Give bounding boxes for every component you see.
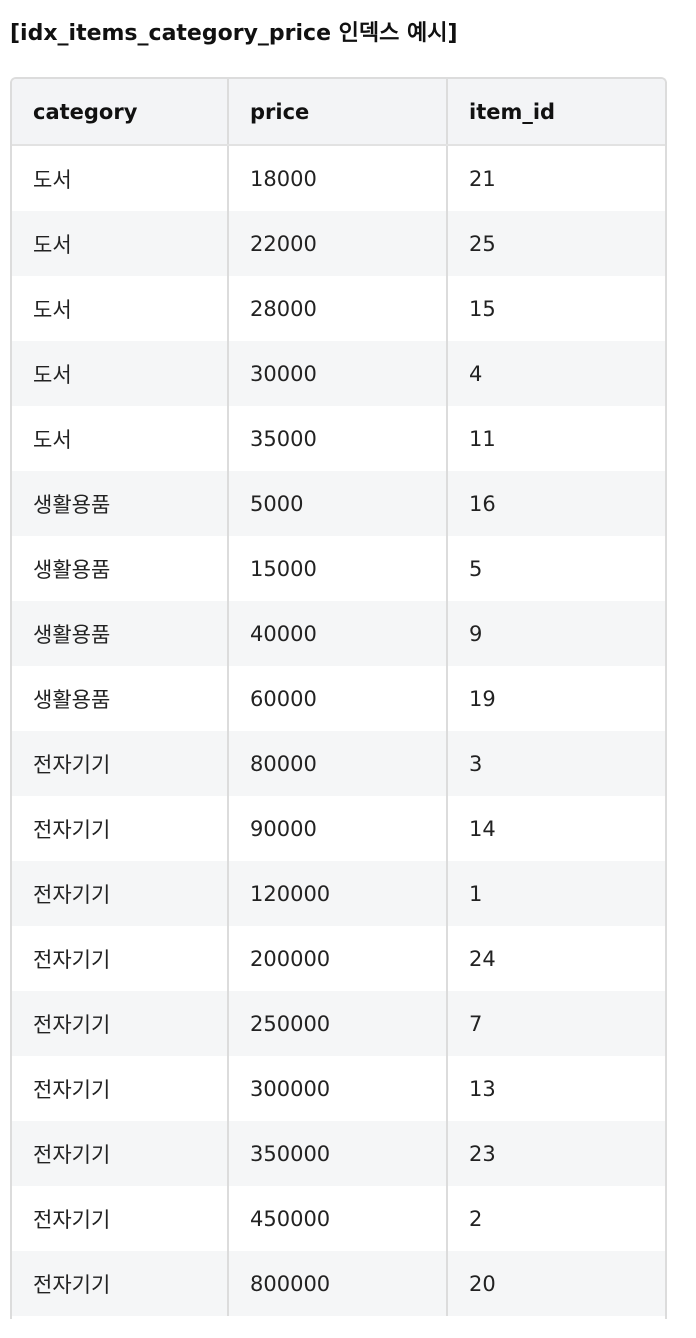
- item-id-cell: 9: [446, 601, 665, 666]
- index-table-container: category price item_id 도서 18000 21 도서 22000 2…: [10, 77, 667, 1319]
- price-cell: 18000: [227, 145, 447, 211]
- table-row: 도서 28000 15: [12, 276, 665, 341]
- category-cell: 생활용품: [12, 601, 228, 666]
- price-cell: 22000: [227, 211, 447, 276]
- price-cell: 35000: [227, 406, 447, 471]
- table-row: 전자기기 450000 2: [12, 1186, 665, 1251]
- price-cell: 80000: [227, 731, 447, 796]
- item-id-cell: 16: [446, 471, 665, 536]
- table-row: 생활용품 60000 19: [12, 666, 665, 731]
- category-cell: 전자기기: [12, 926, 228, 991]
- item-id-cell: 24: [446, 926, 665, 991]
- column-header-category: category: [12, 79, 228, 146]
- table-row: 전자기기 350000 23: [12, 1121, 665, 1186]
- price-cell: 350000: [227, 1121, 447, 1186]
- price-cell: 250000: [227, 991, 447, 1056]
- table-row: 도서 18000 21: [12, 145, 665, 211]
- table-row: 생활용품 40000 9: [12, 601, 665, 666]
- item-id-cell: 4: [446, 341, 665, 406]
- table-row: 도서 30000 4: [12, 341, 665, 406]
- category-cell: 전자기기: [12, 991, 228, 1056]
- table-row: 전자기기 90000 14: [12, 796, 665, 861]
- item-id-cell: 15: [446, 276, 665, 341]
- table-row: 생활용품 5000 16: [12, 471, 665, 536]
- price-cell: 300000: [227, 1056, 447, 1121]
- item-id-cell: 14: [446, 796, 665, 861]
- category-cell: 전자기기: [12, 796, 228, 861]
- item-id-cell: 21: [446, 145, 665, 211]
- table-body: 도서 18000 21 도서 22000 25 도서 28000 15 도서 30000 4 도서 350…: [12, 145, 665, 1316]
- category-cell: 생활용품: [12, 666, 228, 731]
- category-cell: 전자기기: [12, 731, 228, 796]
- item-id-cell: 2: [446, 1186, 665, 1251]
- table-row: 전자기기 80000 3: [12, 731, 665, 796]
- table-row: 생활용품 15000 5: [12, 536, 665, 601]
- item-id-cell: 7: [446, 991, 665, 1056]
- price-cell: 90000: [227, 796, 447, 861]
- table-row: 전자기기 250000 7: [12, 991, 665, 1056]
- price-cell: 60000: [227, 666, 447, 731]
- category-cell: 생활용품: [12, 471, 228, 536]
- item-id-cell: 11: [446, 406, 665, 471]
- item-id-cell: 1: [446, 861, 665, 926]
- price-cell: 200000: [227, 926, 447, 991]
- item-id-cell: 23: [446, 1121, 665, 1186]
- category-cell: 전자기기: [12, 1056, 228, 1121]
- column-header-item-id: item_id: [446, 79, 665, 146]
- category-cell: 생활용품: [12, 536, 228, 601]
- table-header-row: category price item_id: [12, 79, 665, 146]
- price-cell: 450000: [227, 1186, 447, 1251]
- item-id-cell: 20: [446, 1251, 665, 1316]
- table-row: 도서 22000 25: [12, 211, 665, 276]
- page-title: [idx_items_category_price 인덱스 예시]: [10, 21, 458, 46]
- category-cell: 도서: [12, 276, 228, 341]
- item-id-cell: 3: [446, 731, 665, 796]
- category-cell: 도서: [12, 341, 228, 406]
- price-cell: 800000: [227, 1251, 447, 1316]
- category-cell: 도서: [12, 406, 228, 471]
- price-cell: 40000: [227, 601, 447, 666]
- price-cell: 28000: [227, 276, 447, 341]
- table-row: 전자기기 300000 13: [12, 1056, 665, 1121]
- price-cell: 30000: [227, 341, 447, 406]
- item-id-cell: 19: [446, 666, 665, 731]
- table-row: 전자기기 800000 20: [12, 1251, 665, 1316]
- category-cell: 전자기기: [12, 1121, 228, 1186]
- price-cell: 5000: [227, 471, 447, 536]
- table-row: 전자기기 200000 24: [12, 926, 665, 991]
- column-header-price: price: [227, 79, 447, 146]
- table-row: 전자기기 120000 1: [12, 861, 665, 926]
- category-cell: 전자기기: [12, 1251, 228, 1316]
- category-cell: 전자기기: [12, 1186, 228, 1251]
- category-cell: 전자기기: [12, 861, 228, 926]
- table-row: 도서 35000 11: [12, 406, 665, 471]
- item-id-cell: 13: [446, 1056, 665, 1121]
- index-table: category price item_id 도서 18000 21 도서 22000 2…: [12, 79, 665, 1316]
- item-id-cell: 5: [446, 536, 665, 601]
- category-cell: 도서: [12, 211, 228, 276]
- price-cell: 120000: [227, 861, 447, 926]
- price-cell: 15000: [227, 536, 447, 601]
- item-id-cell: 25: [446, 211, 665, 276]
- category-cell: 도서: [12, 145, 228, 211]
